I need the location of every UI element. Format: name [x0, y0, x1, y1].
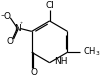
Text: Cl: Cl	[45, 1, 54, 10]
Text: $^{-}$: $^{-}$	[0, 13, 6, 19]
Text: $^{+}$: $^{+}$	[18, 21, 23, 26]
Text: O: O	[30, 68, 37, 77]
Text: N: N	[14, 24, 21, 33]
Text: NH: NH	[54, 57, 68, 66]
Text: O: O	[4, 12, 11, 21]
Text: O: O	[6, 36, 13, 46]
Text: CH$_3$: CH$_3$	[83, 45, 101, 58]
